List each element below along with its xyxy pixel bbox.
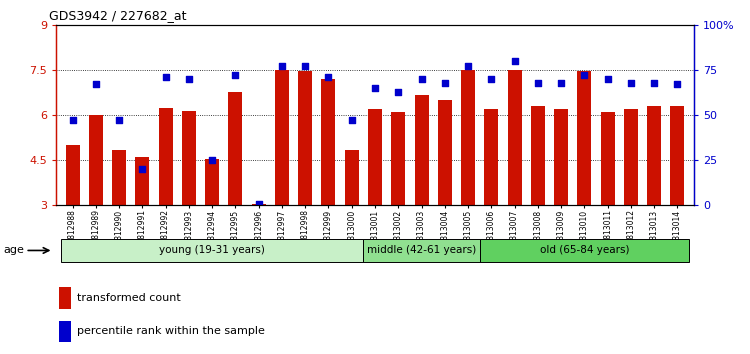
Bar: [670, 106, 685, 205]
Text: young (19-31 years): young (19-31 years): [159, 245, 265, 256]
Bar: [182, 110, 196, 205]
Point: [369, 85, 381, 91]
Bar: [112, 150, 126, 205]
Bar: [601, 112, 615, 205]
Point: [416, 76, 428, 82]
Bar: [484, 109, 498, 205]
Point: [253, 201, 265, 206]
Point: [509, 58, 520, 64]
Point: [485, 76, 497, 82]
Point: [136, 166, 148, 172]
Point: [625, 80, 637, 85]
Point: [578, 73, 590, 78]
Bar: [252, 204, 266, 205]
Point: [322, 74, 334, 80]
Bar: [65, 145, 80, 205]
Point: [299, 63, 311, 69]
Point: [67, 118, 79, 123]
Point: [648, 80, 660, 85]
Bar: [275, 70, 289, 205]
Bar: [345, 150, 358, 205]
Point: [602, 76, 613, 82]
Point: [462, 63, 474, 69]
Point: [392, 89, 404, 95]
Bar: [461, 70, 475, 205]
Bar: [229, 92, 242, 205]
Point: [183, 76, 195, 82]
Bar: [158, 108, 172, 205]
Bar: [298, 72, 312, 205]
Bar: [206, 159, 219, 205]
Point: [206, 157, 218, 163]
Bar: [624, 109, 638, 205]
Bar: [508, 70, 521, 205]
Bar: [578, 72, 592, 205]
Point: [160, 74, 172, 80]
Point: [439, 80, 451, 85]
Text: percentile rank within the sample: percentile rank within the sample: [76, 326, 265, 336]
Text: old (65-84 years): old (65-84 years): [540, 245, 629, 256]
Point: [230, 73, 242, 78]
Text: transformed count: transformed count: [76, 293, 181, 303]
Text: age: age: [4, 245, 25, 256]
Point: [555, 80, 567, 85]
Text: middle (42-61 years): middle (42-61 years): [367, 245, 476, 256]
Point: [90, 81, 102, 87]
Point: [532, 80, 544, 85]
Bar: [438, 100, 452, 205]
Bar: [59, 287, 71, 309]
Point: [346, 118, 358, 123]
Point: [276, 63, 288, 69]
Bar: [363, 239, 480, 262]
Point: [671, 81, 683, 87]
Point: [113, 118, 125, 123]
Bar: [88, 115, 103, 205]
Bar: [647, 106, 662, 205]
Bar: [480, 239, 689, 262]
Bar: [554, 109, 568, 205]
Bar: [531, 106, 544, 205]
Bar: [59, 320, 71, 342]
Bar: [392, 112, 405, 205]
Bar: [135, 157, 149, 205]
Text: GDS3942 / 227682_at: GDS3942 / 227682_at: [49, 9, 186, 22]
Bar: [61, 239, 363, 262]
Bar: [322, 79, 335, 205]
Bar: [368, 109, 382, 205]
Bar: [415, 96, 428, 205]
